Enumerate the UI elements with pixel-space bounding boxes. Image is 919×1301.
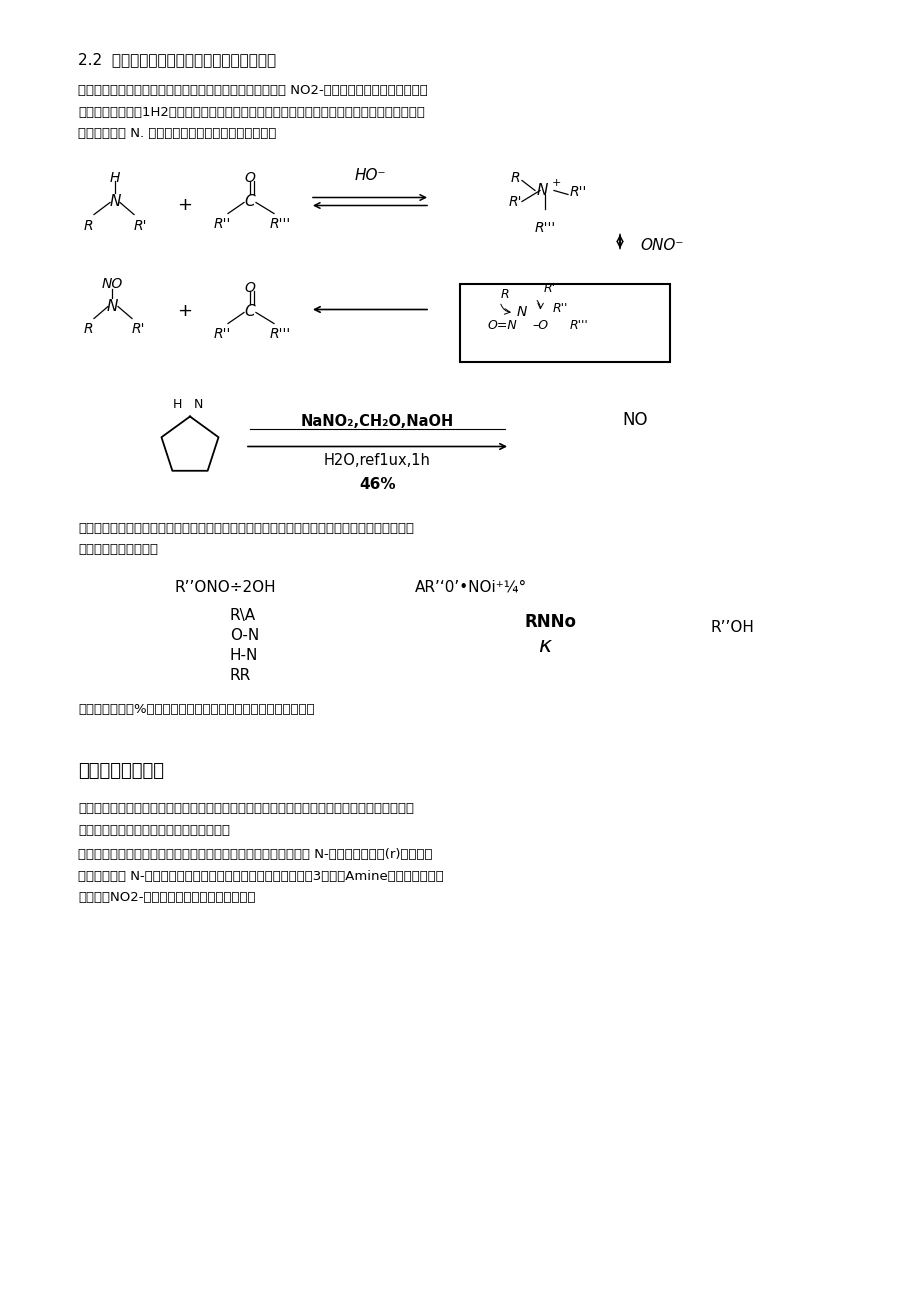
Text: 二亚硝胺风险评估: 二亚硝胺风险评估 (78, 762, 164, 781)
Text: HO⁻: HO⁻ (354, 169, 385, 183)
Bar (460, 284, 669, 362)
Text: R: R (83, 321, 93, 336)
Text: R\A: R\A (230, 608, 255, 622)
Text: H: H (109, 172, 120, 186)
Text: R: R (83, 219, 93, 233)
Text: 活性埃基类化合物特别是甲醛、毗哆醛和一些苯甲醛可以在 NO2-的中性和碱性溶液中从二级胺: 活性埃基类化合物特别是甲醛、毗哆醛和一些苯甲醛可以在 NO2-的中性和碱性溶液中… (78, 85, 427, 98)
Text: C: C (244, 195, 255, 209)
Text: R': R' (131, 321, 144, 336)
Text: N: N (107, 298, 118, 314)
Text: NaNO₂,CH₂O,NaOH: NaNO₂,CH₂O,NaOH (301, 414, 454, 428)
Text: 亚硝化反应速率与胺浓度和亚硝酸盐浓度的平方成正比。研究发现 N-亚硝胺形成速率(r)与胺含量: 亚硝化反应速率与胺浓度和亚硝酸盐浓度的平方成正比。研究发现 N-亚硝胺形成速率(… (78, 848, 432, 861)
Text: 水环境。如下图所示：: 水环境。如下图所示： (78, 543, 158, 556)
Text: RR: RR (230, 667, 251, 683)
Text: 含量，〔NO2-〕代表亚硝酸盐含量，按下式：: 含量，〔NO2-〕代表亚硝酸盐含量，按下式： (78, 891, 255, 904)
Text: O: O (244, 172, 255, 186)
Text: –O: –O (531, 319, 548, 332)
Text: H: H (173, 398, 182, 411)
Text: NO: NO (101, 277, 122, 290)
Text: O-N: O-N (230, 627, 259, 643)
Text: R'': R'' (213, 216, 231, 230)
Text: R’’OH: R’’OH (709, 619, 753, 635)
Text: NO: NO (621, 411, 647, 428)
Text: R'': R'' (569, 185, 586, 199)
Text: N: N (194, 398, 203, 411)
Text: 成正比，因此 N-亚硝化反应的速率受亚硝酸盐浓度的影响更大〔3〕。〔Amine〕代表相关胺的: 成正比，因此 N-亚硝化反应的速率受亚硝酸盐浓度的影响更大〔3〕。〔Amine〕… (78, 869, 443, 882)
Text: N: N (536, 182, 547, 198)
Text: O: O (244, 281, 255, 295)
Text: R''': R''' (570, 319, 588, 332)
Text: 言归正传，了解了亚硝胺生成的机制，我们也明白了光评估三要素是不够的，我们需要设计合适: 言归正传，了解了亚硝胺生成的机制，我们也明白了光评估三要素是不够的，我们需要设计… (78, 801, 414, 814)
Text: H2O,ref1ux,1h: H2O,ref1ux,1h (323, 453, 430, 467)
Text: R’’ONO÷2OH: R’’ONO÷2OH (175, 579, 277, 595)
Text: N: N (516, 304, 527, 319)
Text: +: + (177, 196, 192, 215)
Text: 2.2  中性或碱性条件有活性城基类化合物存在: 2.2 中性或碱性条件有活性城基类化合物存在 (78, 52, 276, 66)
Text: 46%: 46% (358, 476, 395, 492)
Text: R': R' (507, 195, 521, 208)
Text: O=N: O=N (487, 319, 517, 332)
Text: ONO⁻: ONO⁻ (640, 238, 683, 254)
Text: R''': R''' (534, 221, 555, 235)
Text: 在碱性条件仲胺可以与亚硝酸酯发生类似酯交换的反应，在碱性环境得到亚硝胺的速度小于酸性: 在碱性条件仲胺可以与亚硝酸酯发生类似酯交换的反应，在碱性环境得到亚硝胺的速度小于… (78, 522, 414, 535)
Text: κ: κ (538, 635, 550, 656)
Text: R''': R''' (269, 327, 290, 341)
Text: R''': R''' (269, 216, 290, 230)
Text: R': R' (543, 281, 555, 294)
Text: R: R (510, 172, 519, 186)
Text: 中产生亚硝基胺〔1H2〕。反应速率随着对氮原子的立体位阻而变化，但所有反应速率都比酸性: 中产生亚硝基胺〔1H2〕。反应速率随着对氮原子的立体位阻而变化，但所有反应速率都… (78, 105, 425, 118)
Text: 有机溶液条件卜%仲胺也可以直接与亚硝酸酯反应生成亚硝酸酯。: 有机溶液条件卜%仲胺也可以直接与亚硝酸酯反应生成亚硝酸酯。 (78, 703, 314, 716)
Text: +: + (550, 178, 560, 189)
Text: R: R (500, 289, 509, 302)
Text: N: N (109, 195, 120, 209)
Text: 条件下的经典 N. 亚硝基化反应慢得多。如下图所示：: 条件下的经典 N. 亚硝基化反应慢得多。如下图所示： (78, 127, 276, 141)
Text: 的评估手段，才能降低潜在亚硝胺的风险。: 的评估手段，才能降低潜在亚硝胺的风险。 (78, 824, 230, 837)
Text: R'': R'' (213, 327, 231, 341)
Text: +: + (177, 302, 192, 320)
Text: C: C (244, 304, 255, 320)
Text: H-N: H-N (230, 648, 258, 662)
Text: AR’‘0’•NOi⁺¼°: AR’‘0’•NOi⁺¼° (414, 579, 527, 595)
Text: R'': R'' (551, 302, 567, 315)
Text: RNNo: RNNo (525, 613, 576, 631)
Text: R': R' (133, 219, 147, 233)
